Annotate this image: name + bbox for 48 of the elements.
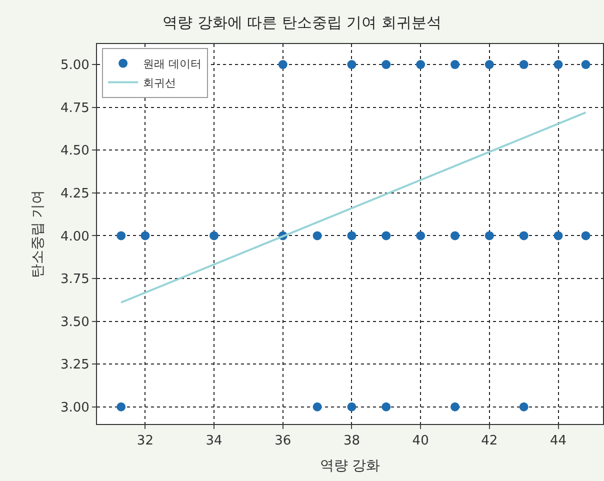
point — [519, 60, 528, 70]
x-tick-label: 36 — [274, 434, 292, 449]
point — [519, 402, 528, 412]
point — [116, 231, 126, 240]
x-tick-label: 42 — [481, 434, 498, 449]
y-tick-label: 4.50 — [60, 144, 90, 159]
y-tick-label: 3.75 — [60, 272, 90, 288]
point — [382, 60, 391, 70]
y-tick-label: 4.25 — [60, 186, 90, 202]
point — [450, 231, 460, 240]
point — [278, 60, 288, 70]
y-axis-title: 탄소중립 기여 — [30, 190, 46, 278]
point — [581, 60, 590, 70]
point — [210, 231, 219, 240]
point — [554, 231, 563, 240]
y-tick-label: 4.75 — [60, 100, 90, 116]
legend-label: 회귀선 — [143, 76, 176, 90]
y-tick-label: 4.00 — [60, 229, 90, 244]
point — [382, 402, 391, 412]
legend-label: 원래 데이터 — [143, 58, 202, 71]
point — [484, 60, 494, 70]
x-tick-label: 38 — [343, 434, 360, 449]
point — [416, 231, 426, 240]
point — [140, 231, 150, 240]
x-axis-title: 역량 강화 — [320, 458, 380, 474]
y-tick-label: 5.00 — [60, 58, 90, 74]
point — [312, 402, 322, 412]
x-tick-label: 40 — [412, 434, 429, 449]
point — [450, 60, 460, 70]
chart-title: 역량 강화에 따른 탄소중립 기여 회귀분석 — [162, 13, 442, 32]
point — [347, 60, 356, 70]
point — [450, 402, 460, 412]
point — [554, 60, 563, 70]
point — [347, 231, 356, 240]
point — [519, 231, 528, 240]
x-tick-label: 44 — [550, 434, 567, 449]
point — [347, 402, 356, 412]
x-tick-label: 32 — [136, 434, 154, 449]
point — [484, 231, 494, 240]
y-tick-label: 3.50 — [60, 314, 90, 330]
point — [581, 231, 590, 240]
x-tick-label: 34 — [206, 434, 222, 449]
point — [116, 402, 126, 412]
y-tick-label: 3.00 — [60, 400, 90, 416]
point — [382, 231, 391, 240]
y-tick-label: 3.25 — [60, 358, 90, 373]
point — [312, 231, 322, 240]
point — [416, 60, 426, 70]
